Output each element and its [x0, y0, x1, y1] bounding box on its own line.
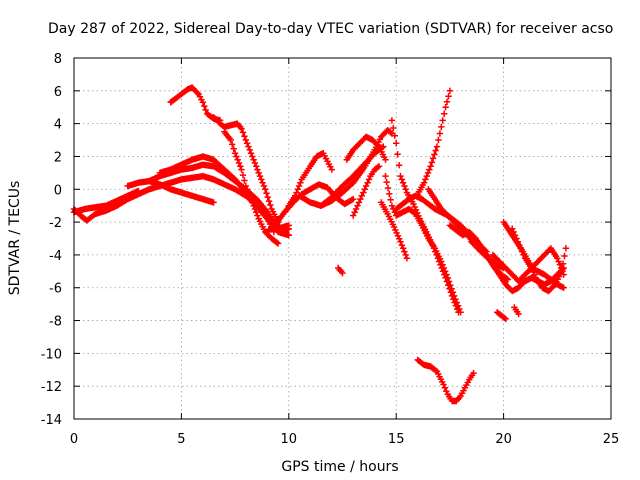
y-tick-label: -10 [41, 347, 62, 362]
data-track [468, 238, 507, 272]
data-track [335, 264, 346, 277]
y-tick-label: 0 [54, 183, 62, 198]
data-track [414, 87, 454, 198]
y-tick-label: 6 [54, 85, 62, 100]
y-tick-label: -6 [49, 282, 62, 297]
data-track [210, 113, 292, 236]
data-points [70, 84, 570, 405]
data-track [221, 128, 282, 247]
y-tick-label: 2 [54, 150, 62, 165]
y-tick-label: 4 [54, 118, 62, 133]
x-tick-label: 0 [70, 432, 78, 447]
y-tick-label: 8 [54, 52, 62, 67]
x-axis-title: GPS time / hours [281, 459, 398, 475]
y-tick-label: -8 [49, 315, 62, 330]
data-track [494, 309, 509, 323]
y-tick-label: -12 [41, 380, 62, 395]
x-tick-label: 25 [603, 432, 620, 447]
data-track [350, 163, 383, 219]
x-tick-label: 10 [281, 432, 298, 447]
data-track [509, 225, 567, 291]
plot-frame [73, 57, 612, 420]
ticks: 0 5 10 15 20 25 -14 -12 -10 -8 -6 -4 -2 0 2 4 6 8 [41, 52, 620, 447]
data-track [511, 304, 522, 318]
data-track [414, 356, 477, 405]
y-tick-label: -14 [41, 413, 62, 428]
data-track [343, 133, 389, 163]
x-tick-label: 20 [495, 432, 512, 447]
data-track [317, 143, 387, 209]
data-track [378, 199, 411, 262]
x-tick-label: 15 [388, 432, 405, 447]
chart-title: Day 287 of 2022, Sidereal Day-to-day VTE… [48, 21, 613, 37]
grid [74, 58, 611, 419]
y-axis-title: SDTVAR / TECUs [7, 181, 23, 296]
y-tick-label: -2 [49, 216, 62, 231]
x-tick-label: 5 [177, 432, 185, 447]
data-track [285, 150, 335, 209]
data-track [388, 117, 462, 316]
y-tick-label: -4 [49, 249, 62, 264]
